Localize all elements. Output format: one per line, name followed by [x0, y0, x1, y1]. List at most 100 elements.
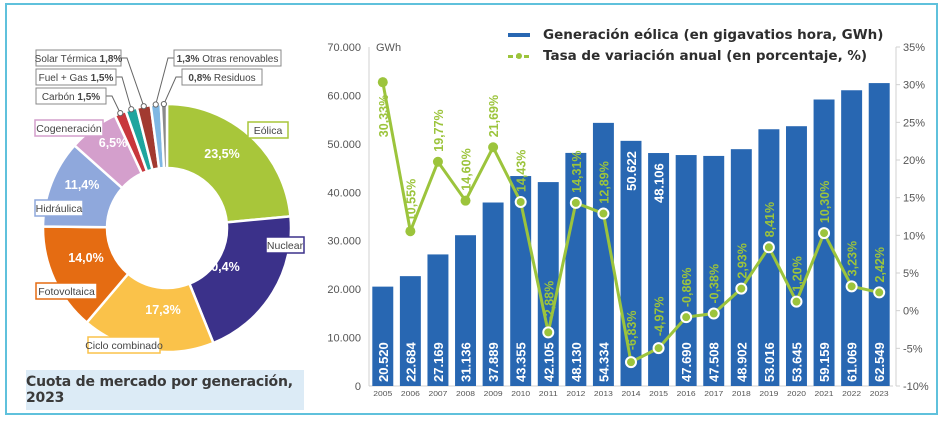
rate-point-2019 [762, 241, 775, 254]
bar-value-label: 31.136 [459, 342, 474, 382]
pie-small-callout-label: 0,8% Residuos [188, 73, 255, 84]
pie-callout-label: Ciclo combinado [85, 340, 163, 352]
rate-point-2015 [652, 342, 665, 355]
pie-small-callout-box [173, 49, 282, 67]
pie-small-callout-label: Fuel + Gas 1,5% [39, 73, 114, 84]
rate-value-label: -2,88% [542, 281, 556, 321]
x-tick-label: 2010 [511, 389, 530, 398]
rate-value-label: 14,31% [570, 150, 584, 192]
rate-value-label: 14,43% [515, 150, 529, 192]
rate-value-label: 14,60% [460, 148, 474, 190]
pie-small-callout-box [35, 68, 117, 86]
rate-value-label: -0,38% [708, 264, 722, 304]
right-axis-tick-label: -5% [903, 343, 923, 355]
rate-point-2012 [569, 196, 582, 209]
legend-item-rate: Tasa de variación anual (en porcentaje, … [508, 45, 883, 66]
bar-value-label: 61.069 [845, 342, 860, 382]
right-axis-tick-label: 35% [903, 42, 925, 54]
pie-leader-line [116, 76, 132, 110]
bar-value-label: 47.690 [679, 342, 694, 382]
rate-point-2011 [542, 326, 555, 339]
bar-value-label: 42.105 [541, 342, 556, 382]
bar-value-label: 37.889 [486, 342, 501, 382]
rate-value-label: 21,69% [487, 95, 501, 137]
left-axis-tick-label: 10.000 [327, 333, 361, 345]
rate-point-2008 [460, 195, 471, 206]
right-axis-tick-label: 0% [903, 306, 919, 318]
x-tick-label: 2020 [787, 389, 806, 398]
pie-value-label: 17,3% [145, 303, 180, 317]
rate-value-label: 2,93% [735, 243, 749, 278]
legend-label-rate: Tasa de variación anual (en porcentaje, … [543, 47, 868, 64]
x-tick-label: 2011 [539, 389, 558, 398]
rate-point-2018 [735, 282, 748, 295]
bar-2013 [592, 122, 614, 387]
bar-2009 [482, 202, 504, 386]
bar-2008 [455, 235, 477, 386]
x-tick-label: 2009 [484, 389, 503, 398]
rate-value-label: 3,23% [846, 241, 860, 276]
left-axis-tick-label: 30.000 [327, 236, 361, 248]
bar-2015 [648, 153, 670, 386]
pie-callout-box [34, 199, 84, 217]
rate-value-label: -4,97% [653, 296, 667, 336]
figure-frame [5, 3, 938, 415]
x-tick-label: 2023 [870, 389, 889, 398]
bar-value-label: 48.130 [569, 342, 584, 382]
bar-chart-legend: Generación eólica (en gigavatios hora, G… [508, 24, 883, 66]
x-tick-label: 2018 [732, 389, 751, 398]
rate-value-label: 2,42% [873, 247, 887, 282]
x-tick-label: 2005 [373, 389, 392, 398]
left-axis-tick-label: 20.000 [327, 284, 361, 296]
x-tick-label: 2008 [456, 389, 475, 398]
bar-2017 [703, 155, 725, 386]
pie-title: Cuota de mercado por generación, 2023 [26, 374, 293, 406]
rate-point-2022 [845, 280, 858, 293]
pie-leader-dot [128, 106, 135, 113]
pie-leader-dot [140, 103, 147, 110]
bar-2023 [868, 83, 890, 386]
right-axis-tick-label: 30% [903, 80, 925, 92]
x-tick-label: 2022 [842, 389, 861, 398]
rate-value-label: -0,86% [680, 268, 694, 308]
pie-leader-line [106, 95, 121, 114]
pie-small-callout-box [181, 68, 263, 86]
bar-2014 [620, 140, 642, 386]
pie-value-label: 6,5% [99, 136, 128, 150]
rate-point-2023 [873, 286, 886, 299]
legend-line-swatch-icon [508, 51, 530, 61]
right-axis-tick-label: 20% [903, 155, 925, 167]
pie-leader-dot [160, 100, 167, 108]
left-axis-tick-label: 60.000 [327, 90, 361, 102]
pie-callout-label: Nuclear [267, 240, 304, 252]
rate-value-label: -6,83% [625, 311, 639, 351]
pie-small-callout-label: 1,3% Otras renovables [177, 54, 279, 65]
rate-value-label: 12,89% [597, 161, 611, 203]
pie-callout-label: Cogeneración [36, 123, 102, 135]
rate-point-2016 [680, 311, 693, 324]
bar-value-label: 48.902 [734, 342, 749, 382]
pie-small-callout-box [35, 49, 122, 67]
bar-2012 [565, 152, 587, 386]
rate-point-2007 [432, 156, 443, 167]
pie-small-callout-label: Carbón 1,5% [42, 92, 100, 103]
left-axis-unit-label: GWh [376, 42, 401, 54]
right-axis-tick-label: 10% [903, 230, 925, 242]
rate-point-2020 [790, 295, 803, 308]
bar-2005 [372, 286, 394, 386]
pie-small-callout-label: Solar Térmica 1,8% [35, 54, 123, 65]
bar-2021 [813, 99, 835, 387]
rate-point-2006 [405, 226, 416, 237]
x-tick-label: 2006 [401, 389, 420, 398]
right-axis-tick-label: 5% [903, 268, 919, 280]
rate-point-2010 [514, 195, 527, 208]
bar-value-label: 22.684 [403, 341, 418, 382]
x-tick-label: 2015 [649, 389, 668, 398]
pie-callout-label: Fotovoltaica [38, 286, 95, 298]
bar-2018 [730, 149, 752, 386]
pie-callout-box [247, 121, 289, 139]
rate-value-label: 19,77% [432, 109, 446, 151]
rate-value-label: 1,20% [790, 256, 804, 291]
left-axis-tick-label: 70.000 [327, 42, 361, 54]
rate-value-label: 30,33% [377, 95, 391, 137]
